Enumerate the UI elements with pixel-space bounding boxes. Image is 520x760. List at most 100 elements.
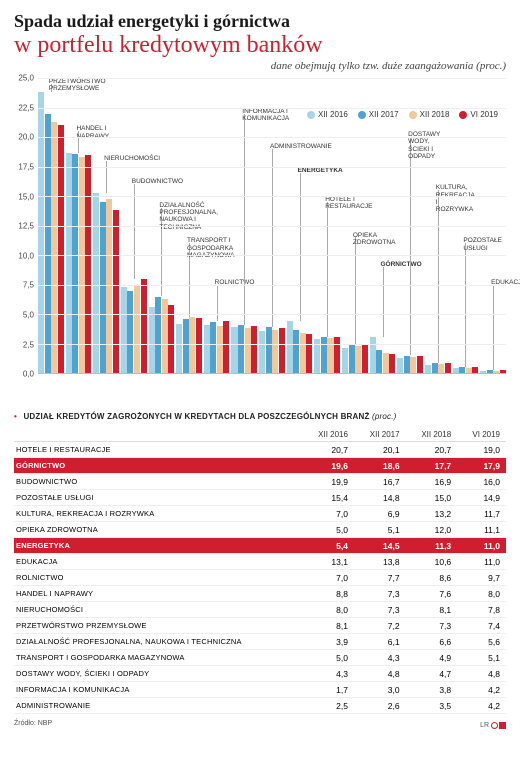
bar xyxy=(266,327,272,373)
bar xyxy=(85,155,91,373)
row-label: INFORMACJA I KOMUNIKACJA xyxy=(14,682,302,698)
row-label: PRZETWÓRSTWO PRZEMYSŁOWE xyxy=(14,618,302,634)
bar xyxy=(480,371,486,373)
table-row: ROLNICTWO7,07,78,69,7 xyxy=(14,570,506,586)
row-value: 19,6 xyxy=(302,458,354,474)
row-value: 4,9 xyxy=(406,650,458,666)
bar xyxy=(58,125,64,373)
bar xyxy=(66,153,72,374)
row-label: HANDEL I NAPRAWY xyxy=(14,586,302,602)
table-row: ENERGETYKA5,414,511,311,0 xyxy=(14,538,506,554)
bar xyxy=(272,330,278,374)
bullet-icon: • xyxy=(14,412,17,421)
leader-line xyxy=(438,190,439,362)
y-tick: 7,5 xyxy=(23,281,34,290)
leader-line xyxy=(355,237,356,344)
bar xyxy=(93,193,99,374)
row-label: DZIAŁALNOŚĆ PROFESJONALNA, NAUKOWA I TEC… xyxy=(14,634,302,650)
table-row: INFORMACJA I KOMUNIKACJA1,73,03,84,2 xyxy=(14,682,506,698)
row-value: 15,0 xyxy=(406,490,458,506)
bar xyxy=(223,321,229,373)
bar xyxy=(238,325,244,373)
bar xyxy=(293,330,299,374)
row-value: 5,4 xyxy=(302,538,354,554)
bar xyxy=(321,337,327,374)
table-row: DZIAŁALNOŚĆ PROFESJONALNA, NAUKOWA I TEC… xyxy=(14,634,506,650)
row-value: 5,0 xyxy=(302,522,354,538)
bar xyxy=(189,317,195,374)
row-value: 8,1 xyxy=(302,618,354,634)
table-row: ADMINISTROWANIE2,52,63,54,2 xyxy=(14,698,506,714)
title-line1: Spada udział energetyki i górnictwa xyxy=(14,12,506,32)
table-header-cell: XII 2017 xyxy=(354,427,406,442)
row-value: 7,2 xyxy=(354,618,406,634)
bar xyxy=(38,92,44,373)
bar xyxy=(466,368,472,373)
row-label: KULTURA, REKREACJA I ROZRYWKA xyxy=(14,506,302,522)
row-value: 8,0 xyxy=(302,602,354,618)
gridline xyxy=(38,344,506,345)
bar xyxy=(306,334,312,373)
bar xyxy=(445,363,451,374)
row-value: 3,8 xyxy=(406,682,458,698)
y-tick: 22,5 xyxy=(18,103,34,112)
row-value: 10,6 xyxy=(406,554,458,570)
y-tick: 5,0 xyxy=(23,310,34,319)
leader-line xyxy=(106,161,107,193)
row-value: 2,6 xyxy=(354,698,406,714)
row-value: 8,6 xyxy=(406,570,458,586)
table-row: KULTURA, REKREACJA I ROZRYWKA7,06,913,21… xyxy=(14,506,506,522)
bar xyxy=(287,321,293,373)
row-value: 4,3 xyxy=(354,650,406,666)
row-value: 7,8 xyxy=(457,602,506,618)
row-value: 20,7 xyxy=(302,442,354,458)
table-row: TRANSPORT I GOSPODARKA MAGAZYNOWA5,04,34… xyxy=(14,650,506,666)
publisher-logo-icon xyxy=(491,720,506,729)
y-axis: 0,02,55,07,510,012,515,017,520,022,525,0 xyxy=(14,78,36,374)
credit: LR xyxy=(480,722,489,729)
bar xyxy=(410,357,416,374)
leader-line xyxy=(410,137,411,355)
y-tick: 25,0 xyxy=(18,74,34,83)
bar xyxy=(500,370,506,374)
y-tick: 20,0 xyxy=(18,133,34,142)
row-value: 5,0 xyxy=(302,650,354,666)
row-value: 15,4 xyxy=(302,490,354,506)
table-row: EDUKACJA13,113,810,611,0 xyxy=(14,554,506,570)
gridline xyxy=(38,196,506,197)
table-row: OPIEKA ZDROWOTNA5,05,112,011,1 xyxy=(14,522,506,538)
bar xyxy=(141,279,147,373)
gridline xyxy=(38,255,506,256)
table-row: POZOSTAŁE USŁUGI15,414,815,014,9 xyxy=(14,490,506,506)
bar xyxy=(149,307,155,373)
row-value: 12,0 xyxy=(406,522,458,538)
row-value: 14,9 xyxy=(457,490,506,506)
bar xyxy=(127,291,133,374)
table-row: PRZETWÓRSTWO PRZEMYSŁOWE8,17,27,37,4 xyxy=(14,618,506,634)
row-value: 7,4 xyxy=(457,618,506,634)
leader-line xyxy=(465,243,466,367)
row-value: 4,8 xyxy=(457,666,506,682)
chart-plot: PRZETWÓRSTWO PRZEMYSŁOWEHANDEL I NAPRAWY… xyxy=(38,78,506,374)
bar xyxy=(72,154,78,373)
leader-line xyxy=(272,149,273,327)
bar xyxy=(51,122,57,373)
gridline xyxy=(38,78,506,79)
gridline xyxy=(38,108,506,109)
table-header-cell: XII 2018 xyxy=(406,427,458,442)
bar-chart: XII 2016XII 2017XII 2018VI 2019 0,02,55,… xyxy=(14,78,506,398)
row-value: 16,7 xyxy=(354,474,406,490)
row-label: NIERUCHOMOŚCI xyxy=(14,602,302,618)
bar xyxy=(362,345,368,373)
row-value: 3,9 xyxy=(302,634,354,650)
bar xyxy=(383,353,389,373)
leader-line xyxy=(383,267,384,337)
table-row: HOTELE I RESTAURACJE20,720,120,719,0 xyxy=(14,442,506,458)
leader-line xyxy=(300,173,301,322)
table-row: DOSTAWY WODY, ŚCIEKI I ODPADY4,34,84,74,… xyxy=(14,666,506,682)
table-header-row: XII 2016XII 2017XII 2018VI 2019 xyxy=(14,427,506,442)
y-tick: 15,0 xyxy=(18,192,34,201)
row-value: 7,3 xyxy=(354,602,406,618)
bar xyxy=(183,319,189,373)
gridline xyxy=(38,285,506,286)
